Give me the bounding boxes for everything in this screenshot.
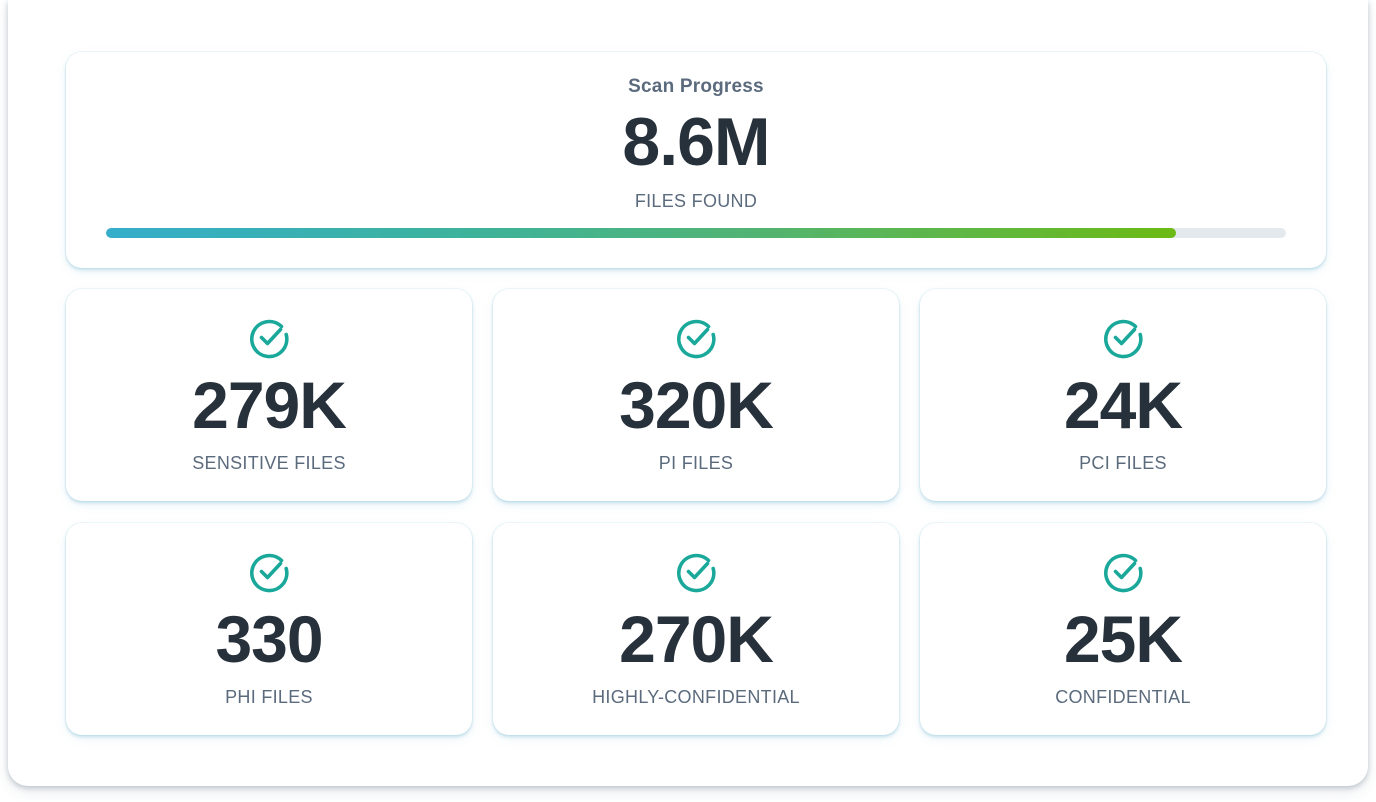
check-circle-icon (675, 551, 717, 593)
stat-card-confidential: 25K CONFIDENTIAL (920, 523, 1326, 735)
stat-label: PI FILES (658, 453, 734, 473)
stat-label: CONFIDENTIAL (1055, 687, 1191, 707)
stat-label: HIGHLY-CONFIDENTIAL (592, 687, 800, 707)
stat-card-pi-files: 320K PI FILES (493, 289, 899, 501)
check-circle-icon (1102, 551, 1144, 593)
stat-value: 279K (192, 368, 347, 442)
stat-value: 25K (1063, 602, 1183, 676)
check-circle-icon (248, 317, 290, 359)
scan-progress-bar (106, 228, 1286, 238)
check-circle-icon (675, 317, 717, 359)
scan-progress-title: Scan Progress (628, 76, 764, 97)
stat-label: SENSITIVE FILES (192, 453, 346, 473)
check-circle-icon (1102, 317, 1144, 359)
check-circle-icon (248, 551, 290, 593)
files-found-count: 8.6M (622, 104, 770, 180)
stat-value: 270K (619, 602, 774, 676)
stat-card-highly-confidential: 270K HIGHLY-CONFIDENTIAL (493, 523, 899, 735)
stat-value: 24K (1063, 368, 1183, 442)
stat-label: PHI FILES (225, 687, 313, 707)
stat-value: 320K (619, 368, 774, 442)
stat-value: 330 (215, 602, 323, 676)
dashboard-panel: Scan Progress 8.6M FILES FOUND 279K SENS… (8, 0, 1368, 786)
stat-card-pci-files: 24K PCI FILES (920, 289, 1326, 501)
files-found-label: FILES FOUND (634, 191, 758, 211)
stat-card-phi-files: 330 PHI FILES (66, 523, 472, 735)
stat-label: PCI FILES (1079, 453, 1167, 473)
scan-progress-card: Scan Progress 8.6M FILES FOUND (66, 52, 1326, 268)
stat-card-sensitive-files: 279K SENSITIVE FILES (66, 289, 472, 501)
scan-progress-fill (106, 228, 1177, 238)
